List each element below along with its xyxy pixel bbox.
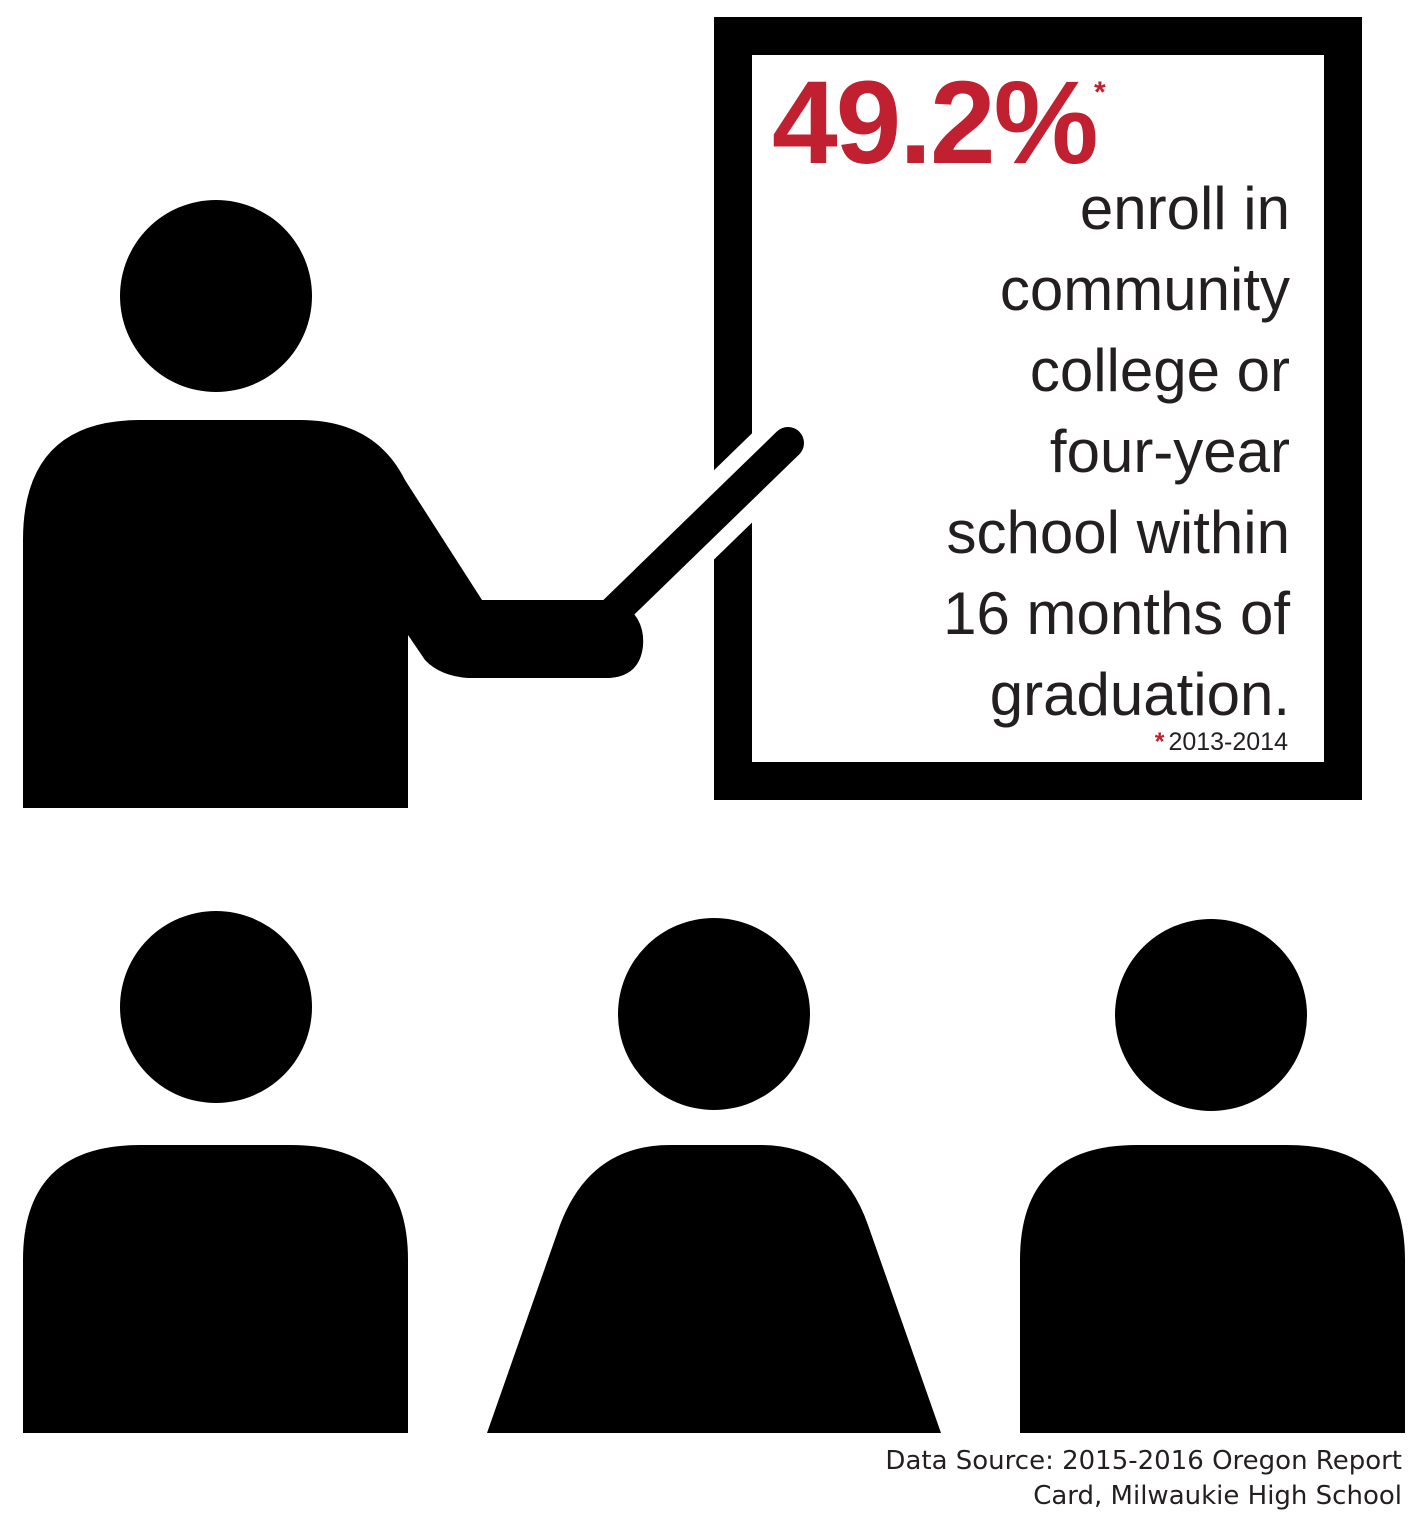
teacher-head <box>120 200 312 392</box>
pointer-stick <box>598 427 804 628</box>
stat-value: 49.2% <box>772 57 1099 189</box>
student-left-body <box>23 1145 408 1433</box>
student-right <box>1020 919 1405 1433</box>
data-source-caption: Data Source: 2015-2016 Oregon Report Car… <box>885 1444 1402 1514</box>
student-middle-body <box>487 1145 941 1433</box>
student-icon <box>1115 919 1307 1111</box>
student-icon <box>120 911 312 1103</box>
stat-line: enroll in <box>1079 175 1290 242</box>
board-icon <box>714 17 1362 800</box>
stat-line: 16 months of <box>943 580 1290 647</box>
board-frame <box>714 17 1362 800</box>
student-left <box>23 911 408 1433</box>
stat-line: graduation. <box>989 661 1290 728</box>
stat-description: enroll in community college or four-year… <box>850 168 1290 735</box>
footnote-mark: * <box>1154 728 1165 756</box>
stat-line: four-year <box>1049 418 1290 485</box>
footnote-text: 2013-2014 <box>1168 728 1288 756</box>
data-source-line: Data Source: 2015-2016 Oregon Report <box>885 1446 1402 1476</box>
teacher-pointing-icon <box>23 200 820 808</box>
teacher-hand <box>540 600 644 678</box>
stat-line: school within <box>946 499 1290 566</box>
stat-line: college or <box>1029 337 1290 404</box>
student-middle <box>487 918 941 1433</box>
data-source-line: Card, Milwaukie High School <box>1033 1481 1402 1511</box>
stat-asterisk: * <box>1094 76 1106 109</box>
student-icon <box>618 918 810 1110</box>
footnote: * 2013-2014 <box>1155 730 1288 755</box>
stat-line: community <box>999 256 1290 323</box>
student-right-body <box>1020 1145 1405 1433</box>
teacher-body <box>23 420 644 808</box>
